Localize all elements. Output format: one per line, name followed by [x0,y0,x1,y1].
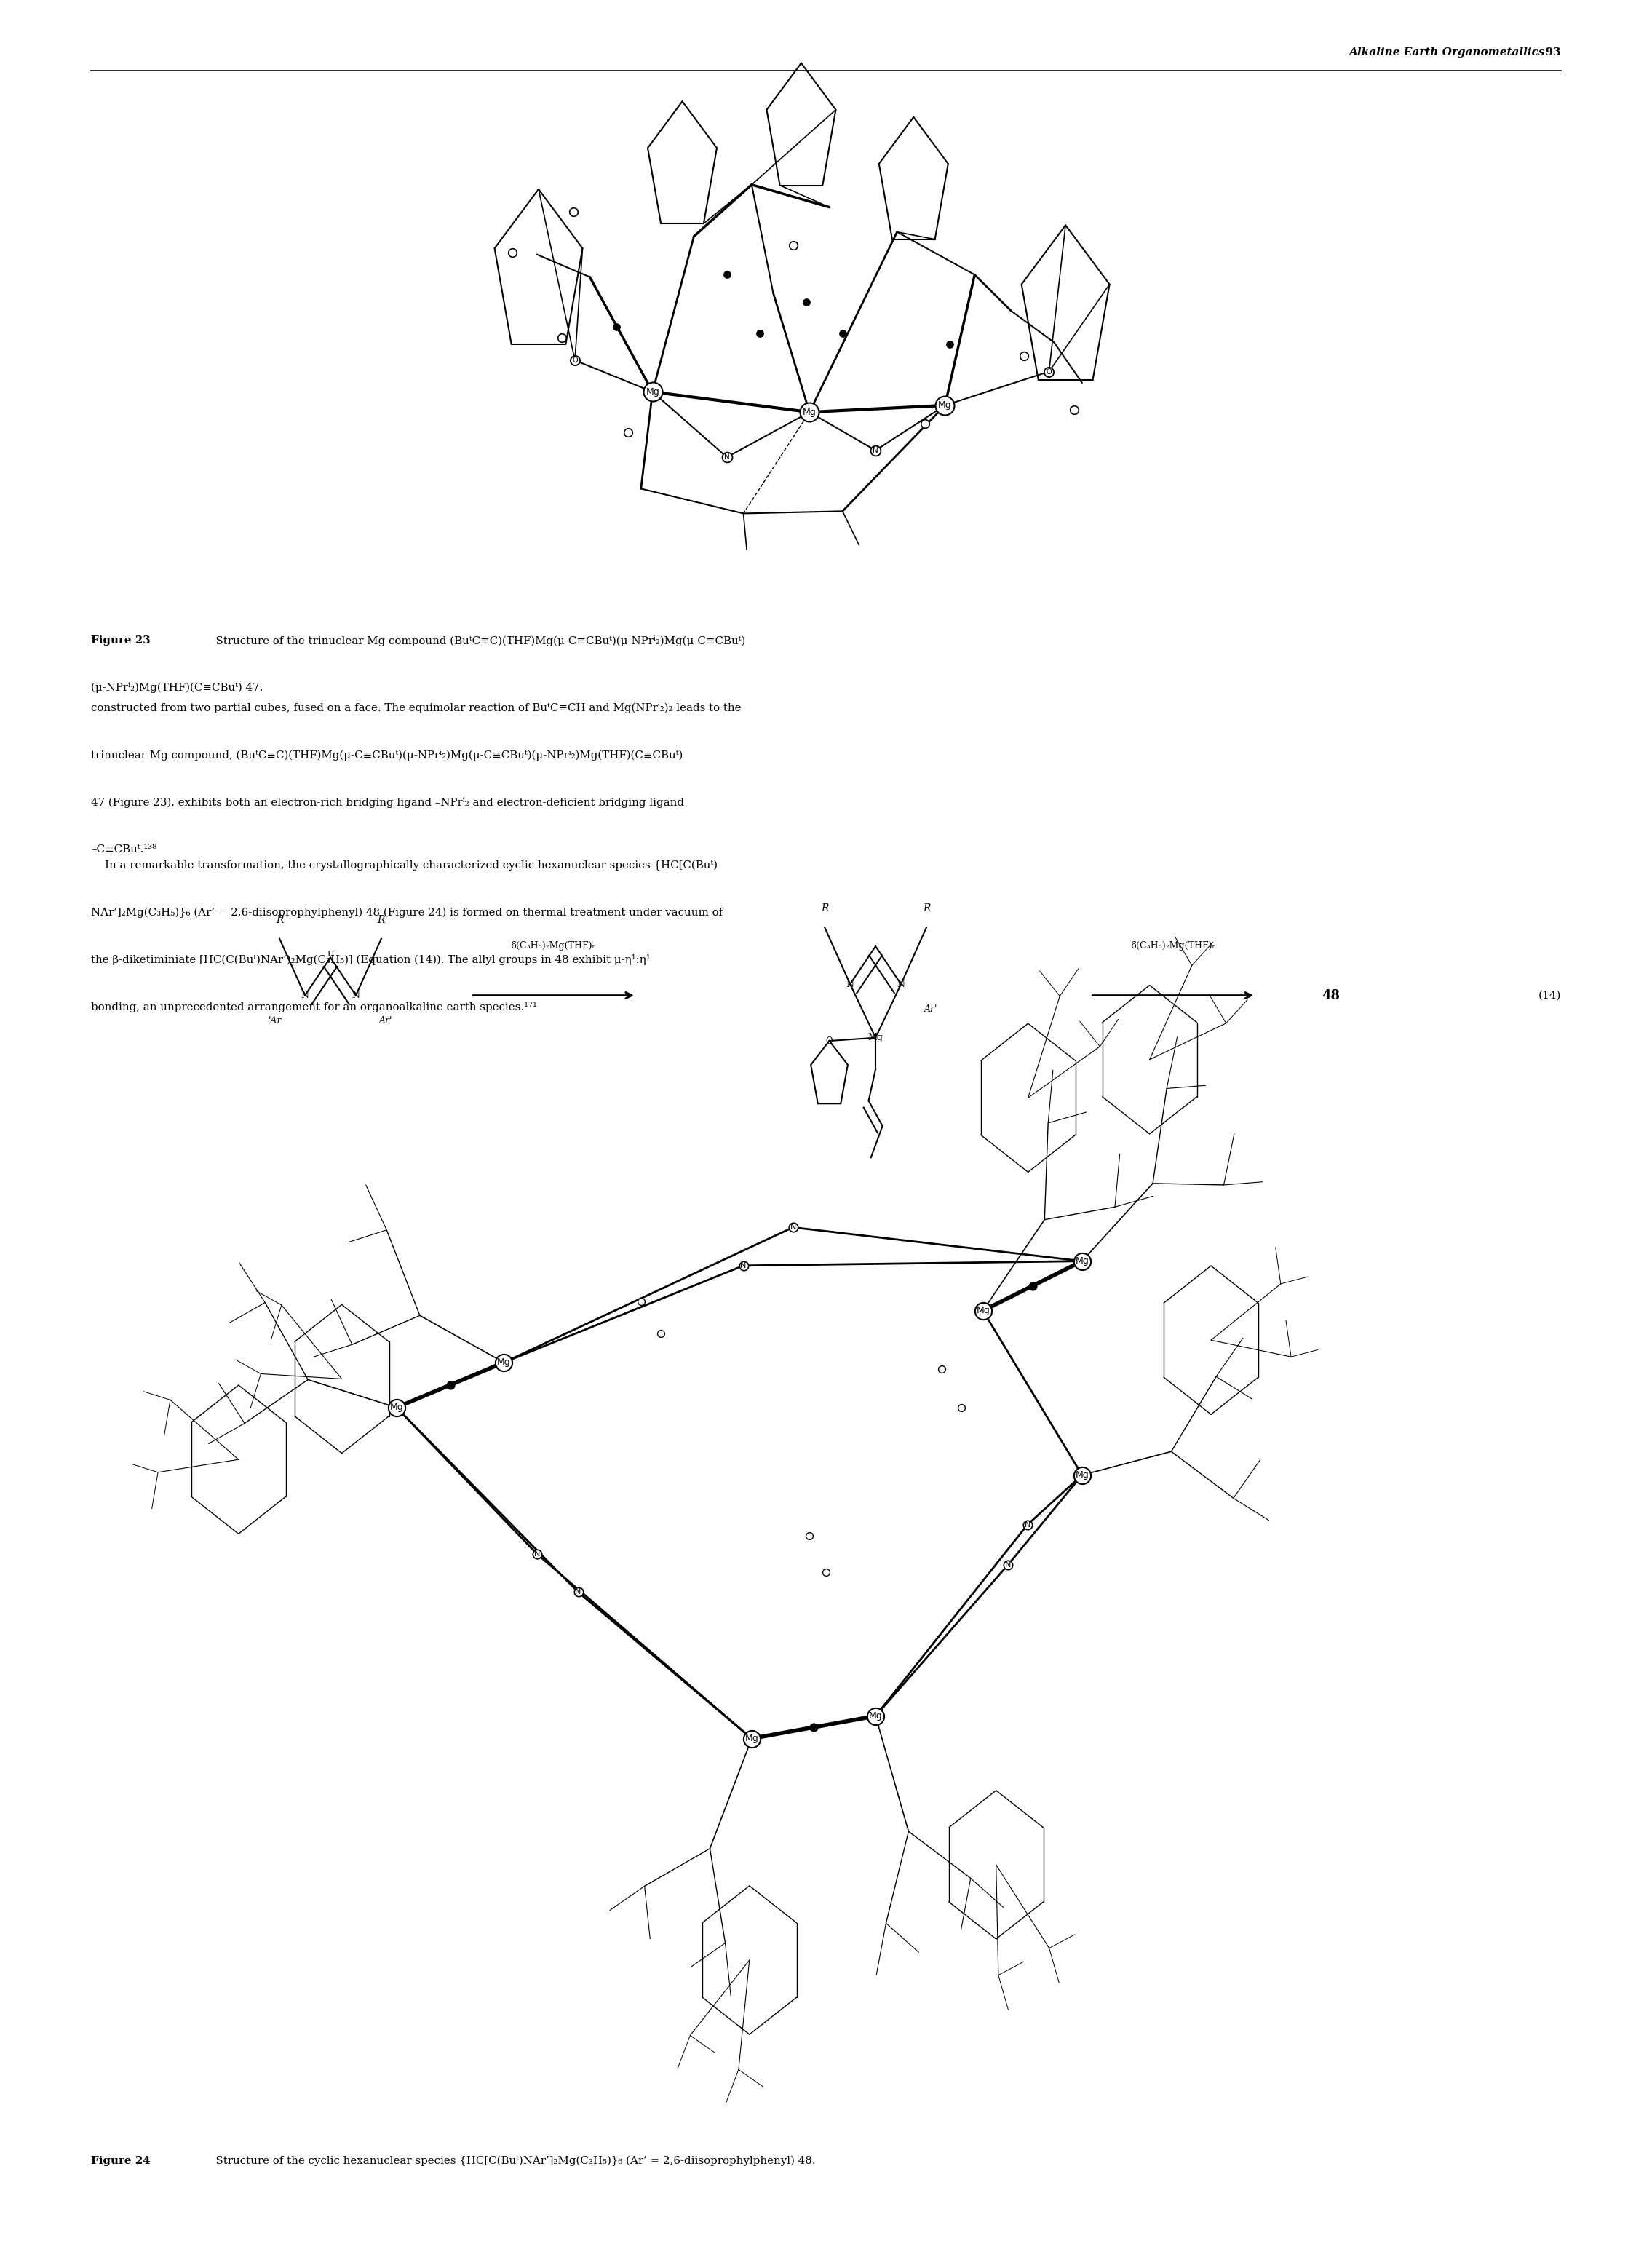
Point [436,1367,463,1403]
Point [928,1351,955,1387]
Point [995,1547,1021,1583]
Text: bonding, an unprecedented arrangement for an organoalkaline earth species.¹⁷¹: bonding, an unprecedented arrangement fo… [91,1002,537,1013]
Text: Ar': Ar' [378,1016,392,1025]
Point [780,227,806,263]
Point [1061,392,1087,428]
Point [738,1721,765,1757]
Text: Mg: Mg [646,387,659,396]
Text: H: H [327,950,334,957]
Text: O: O [1046,367,1052,376]
Point [796,394,823,430]
Text: N: N [846,980,854,989]
Point [948,1389,975,1426]
Point [912,405,938,441]
Point [499,234,525,270]
Text: N: N [790,1223,796,1232]
Text: Structure of the cyclic hexanuclear species {HC[C(Buᵗ)NAr’]₂Mg(C₃H₅)}₆ (Ar’ = 2,: Structure of the cyclic hexanuclear spec… [210,2155,816,2166]
Point [813,1554,839,1590]
Text: (μ-NPrⁱ₂)Mg(THF)(C≡CBuᵗ) 47.: (μ-NPrⁱ₂)Mg(THF)(C≡CBuᵗ) 47. [91,682,263,694]
Text: N: N [575,1588,582,1597]
Point [862,1698,889,1734]
Text: 48: 48 [1322,989,1340,1002]
Point [436,1367,463,1403]
Text: the β-diketiminiate [HC(C(Buᵗ)NAr’)₂Mg(C₃H₅)] (Equation (14)). The allyl groups : the β-diketiminiate [HC(C(Buᵗ)NAr’)₂Mg(C… [91,955,651,966]
Text: N: N [897,980,905,989]
Text: 6(C₃H₅)₂Mg(THF)ₙ: 6(C₃H₅)₂Mg(THF)ₙ [1130,941,1216,950]
Point [1014,1507,1041,1543]
Point [801,1709,828,1745]
Text: N: N [301,991,309,1000]
Text: Mg: Mg [867,1034,884,1043]
Point [1069,1457,1095,1493]
Text: R: R [276,914,284,926]
Text: Mg: Mg [390,1403,403,1412]
Text: N: N [740,1261,747,1270]
Point [747,315,773,351]
Point [639,374,666,410]
Text: Mg: Mg [1075,1471,1089,1480]
Text: Mg: Mg [803,408,816,417]
Point [648,1315,674,1351]
Text: R: R [922,903,930,914]
Text: O: O [572,356,578,365]
Point [714,257,740,293]
Point [714,439,740,475]
Text: Ar': Ar' [923,1004,937,1013]
Point [796,1518,823,1554]
Text: N: N [872,446,879,455]
Point [730,1248,757,1284]
Point [932,387,958,423]
Text: NAr’]₂Mg(C₃H₅)}₆ (Ar’ = 2,6-diisoprophylphenyl) 48 (Figure 24) is formed on ther: NAr’]₂Mg(C₃H₅)}₆ (Ar’ = 2,6-diisoprophyl… [91,908,722,919]
Text: Figure 24: Figure 24 [91,2155,150,2166]
Text: Mg: Mg [745,1734,758,1743]
Point [1011,338,1037,374]
Text: 'Ar: 'Ar [269,1016,282,1025]
Text: N: N [1004,1561,1011,1570]
Text: –C≡CBuᵗ.¹³⁸: –C≡CBuᵗ.¹³⁸ [91,844,157,854]
Point [829,315,856,351]
Text: 6(C₃H₅)₂Mg(THF)ₙ: 6(C₃H₅)₂Mg(THF)ₙ [510,941,596,950]
Text: R: R [377,914,385,926]
Text: Mg: Mg [976,1306,990,1315]
Point [491,1344,517,1380]
Point [862,432,889,468]
Point [1069,1243,1095,1279]
Text: Mg: Mg [1075,1257,1089,1266]
Point [970,1293,996,1329]
Point [548,320,575,356]
Point [1019,1268,1046,1304]
Text: Alkaline Earth Organometallics: Alkaline Earth Organometallics [1348,47,1545,56]
Point [1019,1268,1046,1304]
Point [560,194,586,230]
Text: N: N [534,1549,540,1558]
Text: 47 (Figure 23), exhibits both an electron-rich bridging ligand –NPrⁱ₂ and electr: 47 (Figure 23), exhibits both an electro… [91,797,684,808]
Point [524,1536,550,1572]
Point [1036,354,1062,390]
Text: trinuclear Mg compound, (BuᵗC≡C)(THF)Mg(μ-C≡CBuᵗ)(μ-NPrⁱ₂)Mg(μ-C≡CBuᵗ)(μ-NPrⁱ₂)M: trinuclear Mg compound, (BuᵗC≡C)(THF)Mg(… [91,750,682,761]
Point [565,1574,591,1610]
Point [780,1209,806,1245]
Text: N: N [724,453,730,462]
Text: O: O [826,1036,833,1045]
Text: In a remarkable transformation, the crystallographically characterized cyclic he: In a remarkable transformation, the crys… [91,860,720,872]
Text: R: R [821,903,829,914]
Point [937,327,963,363]
Text: Figure 23: Figure 23 [91,635,150,646]
Text: Mg: Mg [869,1712,882,1721]
Text: 93: 93 [1538,47,1561,56]
Point [628,1284,654,1320]
Text: (14): (14) [1538,991,1561,1000]
Text: Structure of the trinuclear Mg compound (BuᵗC≡C)(THF)Mg(μ-C≡CBuᵗ)(μ-NPrⁱ₂)Mg(μ-C: Structure of the trinuclear Mg compound … [210,635,745,646]
Text: constructed from two partial cubes, fused on a face. The equimolar reaction of B: constructed from two partial cubes, fuse… [91,703,742,714]
Text: Mg: Mg [497,1358,510,1367]
Text: N: N [1024,1520,1031,1529]
Point [562,342,588,378]
Point [615,414,641,450]
Point [801,1709,828,1745]
Text: N: N [352,991,360,1000]
Text: Mg: Mg [938,401,952,410]
Point [383,1389,410,1426]
Point [603,309,629,345]
Point [793,284,819,320]
